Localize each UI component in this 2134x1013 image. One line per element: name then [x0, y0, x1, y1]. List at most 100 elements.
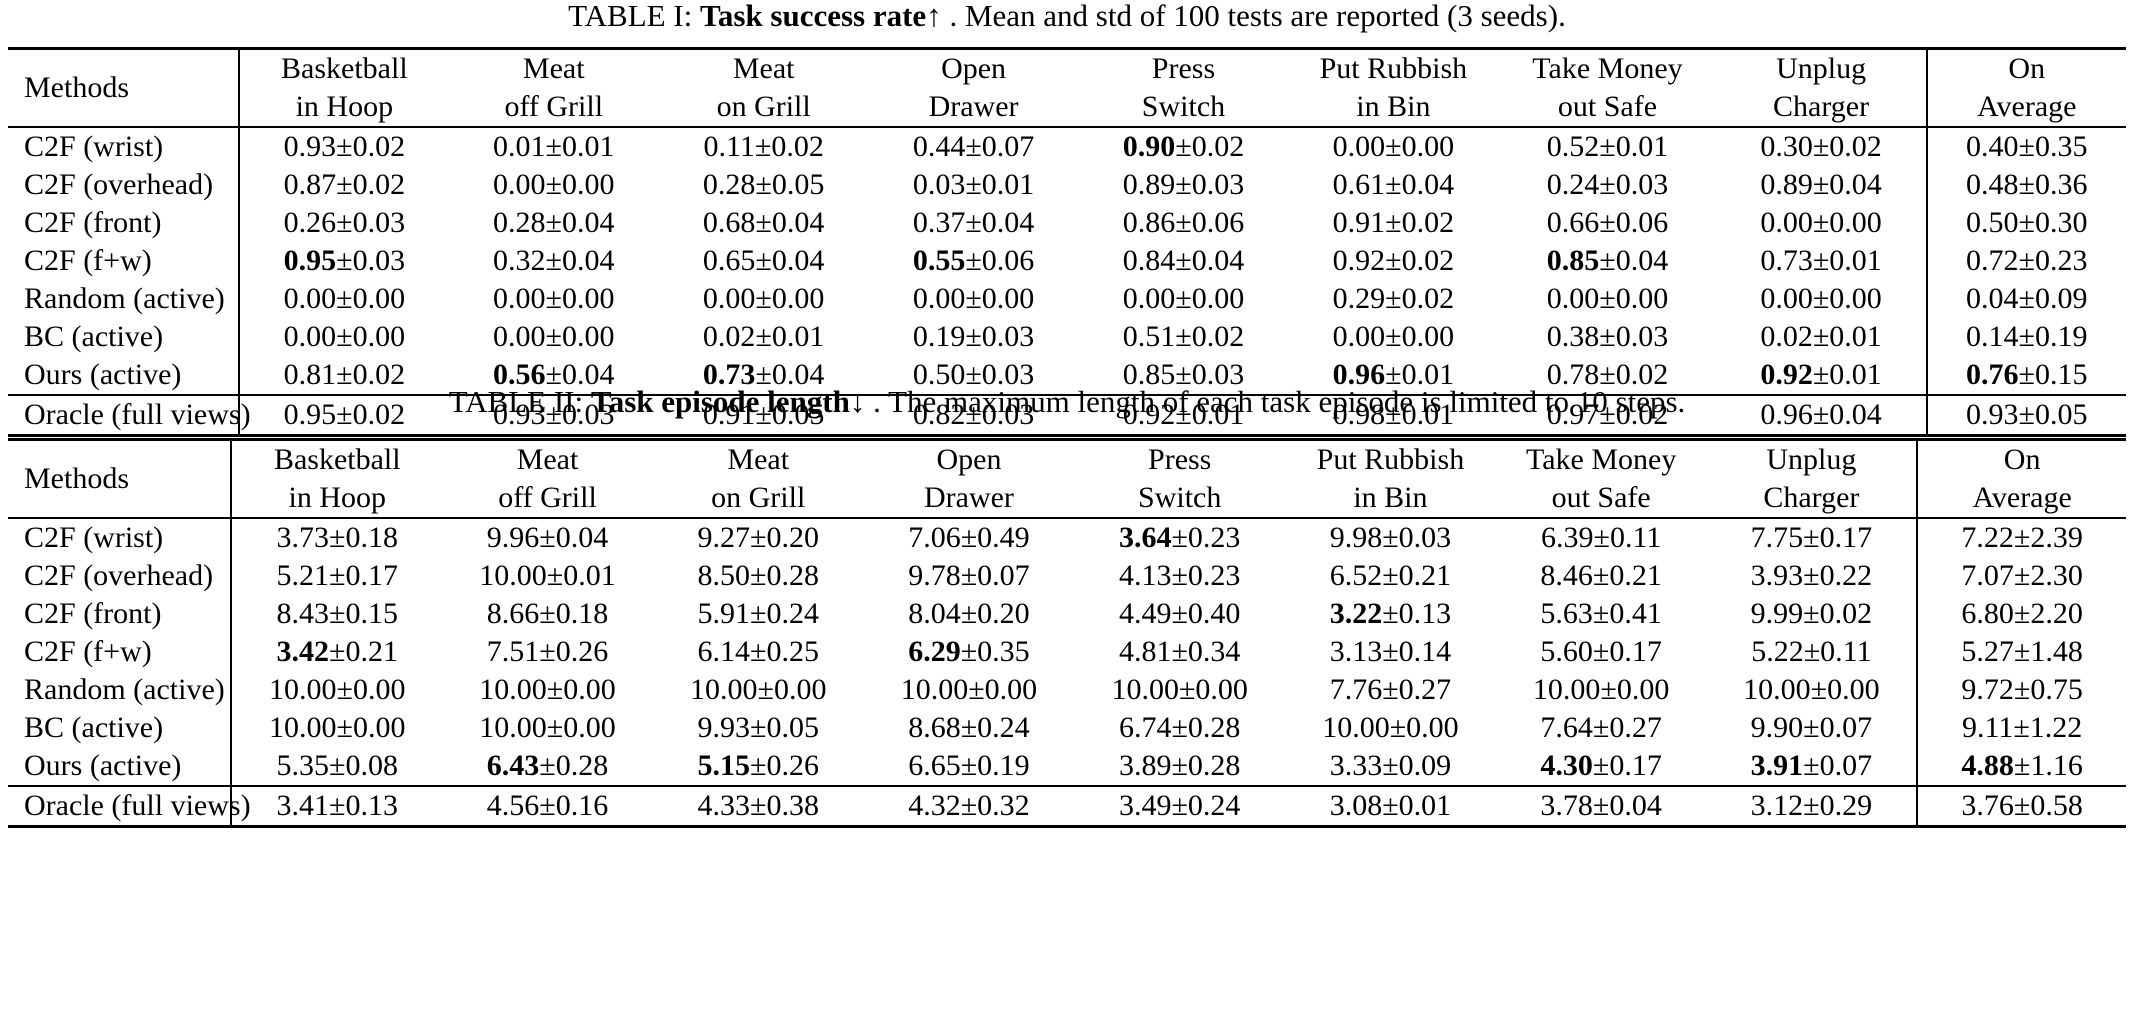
value-text: 0.02±0.01: [1760, 320, 1882, 353]
column-header-line1: Take Money: [1532, 52, 1683, 85]
table-row: C2F (front) 8.43±0.15 8.66±0.18 5.91±0.24 8.…: [8, 595, 2126, 633]
value-text: 0.65±0.04: [702, 244, 825, 277]
methods-header: Methods: [8, 439, 233, 518]
value-text: 4.33±0.38: [697, 789, 819, 822]
method-name: C2F (overhead): [8, 166, 240, 204]
value-text: ±0.13: [1382, 597, 1452, 630]
value-cell: 0.90±0.02: [1079, 127, 1289, 166]
value-cell: 5.22±0.11: [1707, 633, 1918, 671]
table2-grid: Methods Basketball in Hoop Meat off Grill Mea…: [8, 438, 2126, 828]
table2-caption-bold: Task episode length↓: [590, 384, 866, 419]
value-cell: 0.89±0.04: [1717, 166, 1927, 204]
value-text: 8.68±0.24: [908, 711, 1030, 744]
value-cell: 10.00±0.00: [1707, 671, 1918, 709]
value-cell: 0.96±0.04: [1717, 395, 1927, 436]
value-text: ±0.03: [336, 244, 406, 277]
value-cell: 4.56±0.16: [442, 786, 653, 827]
value-cell: 10.00±0.00: [442, 709, 653, 747]
table-row: Ours (active) 5.35±0.08 6.43±0.28 5.15±0.26…: [8, 747, 2126, 786]
value-cell: 0.28±0.05: [659, 166, 869, 204]
column-header-line1: Meat: [732, 52, 795, 85]
value-cell: 0.56±0.04: [449, 356, 659, 395]
value-text: 0.98±0.01: [1332, 398, 1455, 431]
value-cell: 0.78±0.02: [1498, 356, 1716, 395]
value-cell: 10.00±0.00: [653, 671, 864, 709]
value-cell: 0.65±0.04: [659, 242, 869, 280]
column-header-line2: on Grill: [716, 90, 811, 123]
value-text: 7.75±0.17: [1750, 521, 1873, 554]
value-cell: 0.00±0.00: [239, 280, 449, 318]
column-header-line2: out Safe: [1551, 481, 1651, 514]
value-cell: 0.93±0.03: [449, 395, 659, 436]
value-text: 6.65±0.19: [908, 749, 1030, 782]
value-text: 3.41±0.13: [276, 789, 398, 822]
value-cell: 8.68±0.24: [864, 709, 1075, 747]
best-value: 4.30: [1540, 749, 1593, 782]
column-header: Press Switch: [1079, 49, 1289, 128]
table-row: C2F (f+w) 0.95±0.03 0.32±0.04 0.65±0.04 0.55…: [8, 242, 2126, 280]
column-header: Meat on Grill: [653, 440, 864, 519]
value-cell: 0.40±0.35: [1925, 127, 2126, 166]
value-text: 5.60±0.17: [1540, 635, 1662, 668]
value-text: 7.64±0.27: [1540, 711, 1662, 744]
value-cell: 0.98±0.01: [1288, 395, 1498, 436]
table-row: Ours (active) 0.81±0.02 0.56±0.04 0.73±0.04…: [8, 356, 2126, 395]
value-cell: 0.50±0.03: [869, 356, 1079, 395]
column-header: Unplug Charger: [1717, 49, 1927, 128]
table1: Methods Basketball in Hoop Meat off Grill Mea…: [8, 47, 2126, 437]
value-text: 0.78±0.02: [1546, 358, 1669, 391]
value-text: 3.78±0.04: [1540, 789, 1662, 822]
value-cell: 0.89±0.03: [1079, 166, 1289, 204]
value-text: 0.32±0.04: [493, 244, 615, 277]
value-text: 3.33±0.09: [1329, 749, 1452, 782]
value-cell: 0.91±0.02: [1288, 204, 1498, 242]
value-cell: 0.00±0.00: [1498, 280, 1716, 318]
value-cell: 0.85±0.03: [1079, 356, 1289, 395]
column-header-line2: in Bin: [1353, 481, 1428, 514]
column-header: Basketball in Hoop: [231, 440, 442, 519]
value-text: 0.19±0.03: [912, 320, 1035, 353]
value-text: 0.00±0.00: [493, 320, 615, 353]
value-text: 0.92±0.01: [1122, 398, 1245, 431]
value-cell: 3.13±0.14: [1285, 633, 1496, 671]
table-row: C2F (front) 0.26±0.03 0.28±0.04 0.68±0.04 0.…: [8, 204, 2126, 242]
value-text: 0.81±0.02: [283, 358, 406, 391]
method-name: Ours (active): [8, 747, 233, 786]
value-text: 7.22±2.39: [1961, 521, 2083, 554]
value-cell: 0.95±0.03: [239, 242, 449, 280]
value-cell: 0.19±0.03: [869, 318, 1079, 356]
column-header-line1: On: [2008, 52, 2046, 85]
column-header-line1: Take Money: [1525, 443, 1677, 476]
method-name: C2F (f+w): [8, 242, 240, 280]
value-cell: 0.92±0.01: [1079, 395, 1289, 436]
value-cell: 7.75±0.17: [1707, 518, 1918, 557]
value-cell: 3.91±0.07: [1707, 747, 1918, 786]
value-text: 3.76±0.58: [1961, 789, 2083, 822]
value-cell: 0.86±0.06: [1079, 204, 1289, 242]
value-cell: 0.81±0.02: [239, 356, 449, 395]
value-text: 8.43±0.15: [276, 597, 398, 630]
method-name: Random (active): [8, 671, 233, 709]
value-cell: 0.32±0.04: [449, 242, 659, 280]
value-cell: 0.95±0.02: [239, 395, 449, 436]
table2-caption-rest: . The maximum length of each task episod…: [865, 384, 1686, 419]
method-name: Oracle (full views): [8, 395, 251, 436]
value-text: ±0.26: [749, 749, 819, 782]
value-text: ±0.23: [1171, 521, 1241, 554]
value-text: ±0.21: [329, 635, 398, 668]
table1-caption-bold: Task success rate↑: [700, 0, 942, 33]
column-header-line1: Open: [941, 52, 1007, 85]
value-text: 10.00±0.00: [269, 711, 406, 744]
table-row: C2F (overhead) 0.87±0.02 0.00±0.00 0.28±0.0…: [8, 166, 2126, 204]
value-text: 3.89±0.28: [1118, 749, 1241, 782]
value-cell: 4.81±0.34: [1074, 633, 1285, 671]
column-header-line2: Drawer: [923, 481, 1014, 514]
value-cell: 0.93±0.05: [1925, 395, 2126, 436]
value-text: 0.14±0.19: [1966, 320, 2088, 353]
best-value: 3.91: [1750, 749, 1804, 782]
value-cell: 9.11±1.22: [1916, 709, 2126, 747]
value-cell: 0.85±0.04: [1498, 242, 1716, 280]
value-cell: 3.08±0.01: [1285, 786, 1496, 827]
best-value: 0.92: [1760, 358, 1813, 391]
column-header-line1: Put Rubbish: [1316, 443, 1465, 476]
